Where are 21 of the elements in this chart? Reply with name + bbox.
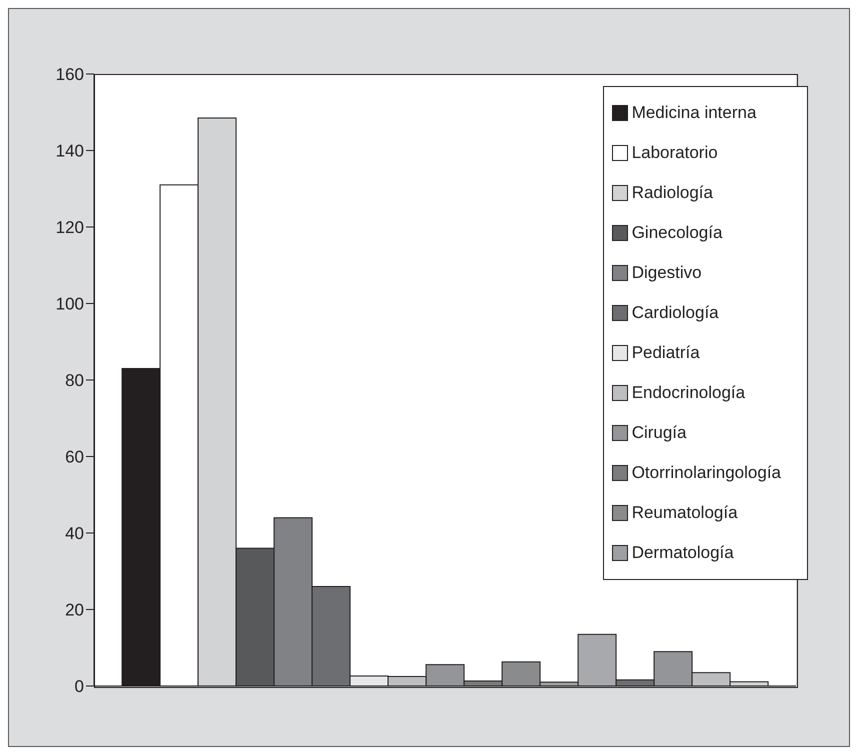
legend-label: Ginecología	[632, 223, 722, 243]
legend-label: Dermatología	[632, 543, 734, 563]
legend-label: Otorrinolaringología	[632, 463, 781, 483]
legend-label: Reumatología	[632, 503, 738, 523]
y-tick-label: 60	[65, 448, 84, 467]
legend-label: Endocrinología	[632, 383, 746, 403]
y-tick-label: 20	[65, 600, 84, 620]
legend-label: Cardiología	[632, 303, 719, 323]
y-tick-label: 40	[65, 524, 84, 544]
y-tick-label: 160	[56, 65, 84, 84]
y-tick-label: 140	[56, 142, 84, 161]
legend-label: Medicina interna	[632, 103, 756, 123]
legend-label: Laboratorio	[632, 143, 718, 163]
legend-label: Cirugía	[632, 423, 686, 443]
legend-label: Pediatría	[632, 343, 700, 363]
y-tick-label: 80	[65, 371, 84, 390]
y-tick-label: 0	[74, 677, 84, 696]
y-tick-label: 120	[56, 218, 84, 238]
legend-label: Digestivo	[632, 263, 702, 283]
y-tick-label: 100	[56, 294, 84, 314]
legend-label: Radiología	[632, 183, 713, 203]
